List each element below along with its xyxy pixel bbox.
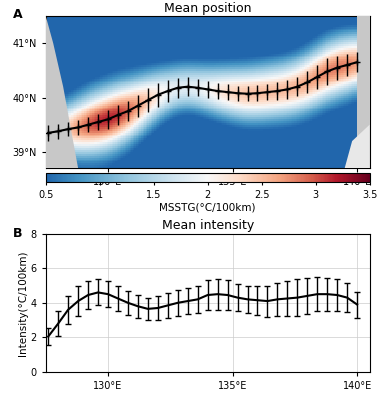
Title: Mean position: Mean position xyxy=(164,2,251,15)
Text: A: A xyxy=(13,8,23,21)
Text: B: B xyxy=(13,227,23,240)
Polygon shape xyxy=(357,16,370,168)
Polygon shape xyxy=(46,16,78,168)
Title: Mean intensity: Mean intensity xyxy=(162,220,254,232)
Y-axis label: Intensity(°C/100km): Intensity(°C/100km) xyxy=(18,250,28,356)
Polygon shape xyxy=(345,125,370,168)
X-axis label: MSSTG(°C/100km): MSSTG(°C/100km) xyxy=(159,202,256,212)
